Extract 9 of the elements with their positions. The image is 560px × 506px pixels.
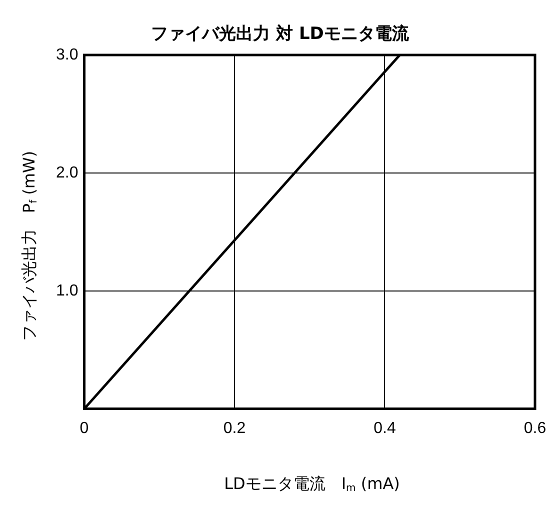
y-tick-label: 3.0 [56, 46, 78, 64]
x-tick-label: 0.4 [374, 420, 396, 437]
x-tick-label: 0 [80, 420, 89, 437]
x-tick-label: 0.6 [524, 420, 546, 437]
x-tick-label: 0.2 [223, 420, 246, 437]
chart-title: ファイバ光出力 対 LDモニタ電流 [150, 23, 410, 45]
y-tick-label: 1.0 [56, 282, 78, 300]
x-axis-title: LDモニタ電流 I$_{m}$ (mA) [223, 474, 401, 495]
y-tick-label: 2.0 [56, 164, 78, 182]
